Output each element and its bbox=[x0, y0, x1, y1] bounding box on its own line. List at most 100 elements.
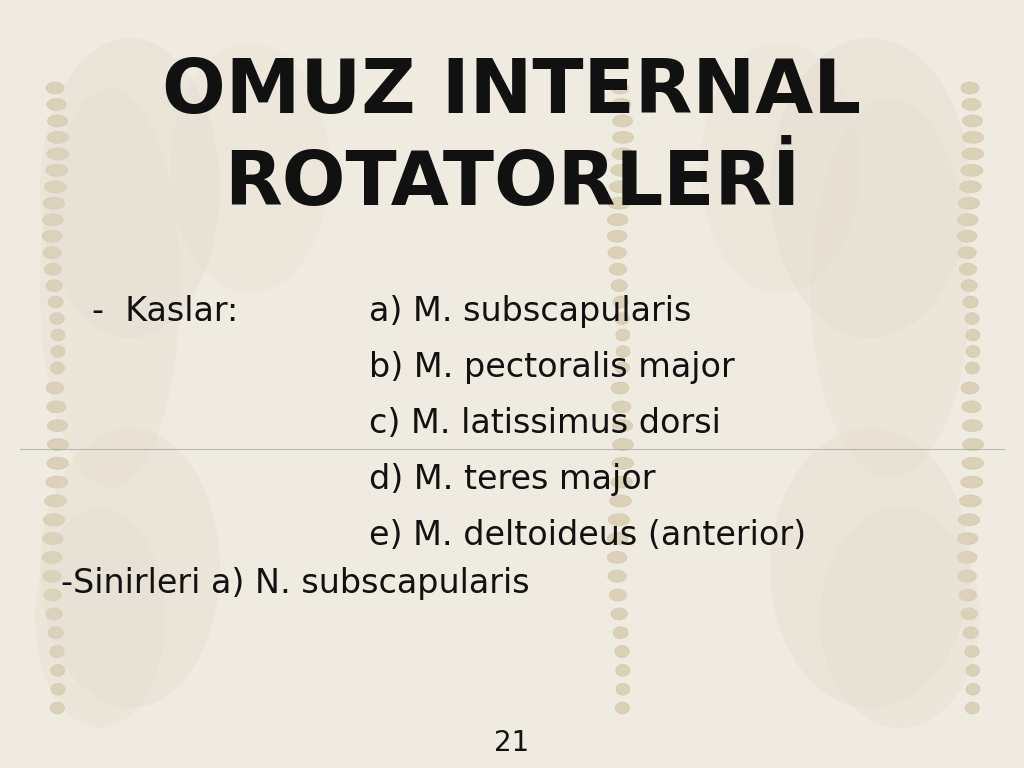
Ellipse shape bbox=[965, 646, 979, 657]
Ellipse shape bbox=[810, 98, 970, 478]
Ellipse shape bbox=[614, 646, 629, 657]
Ellipse shape bbox=[609, 263, 627, 275]
Ellipse shape bbox=[51, 664, 65, 677]
Ellipse shape bbox=[40, 428, 220, 708]
Ellipse shape bbox=[47, 148, 69, 160]
Ellipse shape bbox=[963, 131, 984, 144]
Ellipse shape bbox=[44, 263, 61, 275]
Ellipse shape bbox=[611, 280, 628, 292]
Text: 21: 21 bbox=[495, 729, 529, 757]
Ellipse shape bbox=[43, 514, 65, 526]
Ellipse shape bbox=[50, 313, 65, 325]
Ellipse shape bbox=[963, 296, 978, 308]
Ellipse shape bbox=[616, 684, 630, 695]
Ellipse shape bbox=[957, 214, 978, 226]
Text: d) M. teres major: d) M. teres major bbox=[369, 463, 655, 495]
Ellipse shape bbox=[51, 346, 65, 358]
Ellipse shape bbox=[959, 180, 981, 193]
Ellipse shape bbox=[43, 197, 65, 210]
Ellipse shape bbox=[40, 38, 220, 338]
Ellipse shape bbox=[770, 428, 970, 708]
Ellipse shape bbox=[42, 214, 63, 226]
Ellipse shape bbox=[611, 382, 629, 394]
Ellipse shape bbox=[958, 514, 980, 526]
Ellipse shape bbox=[962, 98, 981, 111]
Ellipse shape bbox=[607, 551, 627, 564]
Ellipse shape bbox=[966, 362, 980, 374]
Ellipse shape bbox=[47, 419, 68, 432]
Ellipse shape bbox=[42, 551, 61, 564]
Ellipse shape bbox=[42, 532, 63, 545]
Ellipse shape bbox=[957, 230, 977, 242]
Ellipse shape bbox=[612, 115, 633, 127]
Ellipse shape bbox=[957, 247, 977, 259]
Ellipse shape bbox=[966, 346, 980, 358]
Ellipse shape bbox=[44, 589, 61, 601]
Ellipse shape bbox=[612, 419, 633, 432]
Ellipse shape bbox=[609, 495, 632, 507]
Ellipse shape bbox=[961, 476, 983, 488]
Ellipse shape bbox=[51, 684, 65, 695]
Ellipse shape bbox=[46, 476, 68, 488]
Ellipse shape bbox=[35, 508, 165, 728]
Text: a) M. subscapularis: a) M. subscapularis bbox=[369, 295, 691, 327]
Ellipse shape bbox=[608, 570, 627, 582]
Ellipse shape bbox=[961, 82, 979, 94]
Ellipse shape bbox=[700, 43, 860, 293]
Ellipse shape bbox=[963, 627, 978, 639]
Ellipse shape bbox=[612, 131, 634, 144]
Ellipse shape bbox=[46, 280, 62, 292]
Ellipse shape bbox=[42, 230, 61, 242]
Ellipse shape bbox=[966, 329, 980, 341]
Ellipse shape bbox=[609, 180, 632, 193]
Ellipse shape bbox=[47, 131, 69, 144]
Ellipse shape bbox=[770, 38, 970, 338]
Text: OMUZ INTERNAL: OMUZ INTERNAL bbox=[163, 55, 861, 129]
Ellipse shape bbox=[46, 164, 68, 177]
Ellipse shape bbox=[962, 148, 984, 160]
Ellipse shape bbox=[48, 627, 63, 639]
Ellipse shape bbox=[966, 684, 980, 695]
Ellipse shape bbox=[609, 589, 627, 601]
Ellipse shape bbox=[47, 401, 66, 413]
Ellipse shape bbox=[966, 702, 980, 714]
Ellipse shape bbox=[963, 419, 983, 432]
Ellipse shape bbox=[608, 247, 627, 259]
Ellipse shape bbox=[51, 329, 65, 341]
Ellipse shape bbox=[961, 164, 983, 177]
Ellipse shape bbox=[612, 457, 634, 469]
Ellipse shape bbox=[46, 382, 63, 394]
Ellipse shape bbox=[40, 88, 180, 488]
Ellipse shape bbox=[607, 214, 628, 226]
Ellipse shape bbox=[48, 296, 63, 308]
Ellipse shape bbox=[820, 508, 980, 728]
Ellipse shape bbox=[957, 532, 978, 545]
Ellipse shape bbox=[50, 702, 65, 714]
Ellipse shape bbox=[963, 439, 984, 451]
Ellipse shape bbox=[962, 401, 981, 413]
Ellipse shape bbox=[962, 280, 977, 292]
Ellipse shape bbox=[615, 329, 630, 341]
Ellipse shape bbox=[611, 82, 629, 94]
Ellipse shape bbox=[43, 570, 61, 582]
Ellipse shape bbox=[957, 570, 977, 582]
Ellipse shape bbox=[608, 514, 630, 526]
Ellipse shape bbox=[47, 457, 69, 469]
Ellipse shape bbox=[612, 439, 634, 451]
Ellipse shape bbox=[959, 495, 981, 507]
Text: -  Kaslar:: - Kaslar: bbox=[92, 295, 239, 327]
Ellipse shape bbox=[612, 401, 631, 413]
Ellipse shape bbox=[963, 115, 983, 127]
Text: -Sinirleri a) N. subscapularis: -Sinirleri a) N. subscapularis bbox=[61, 568, 530, 600]
Ellipse shape bbox=[957, 551, 977, 564]
Ellipse shape bbox=[611, 608, 628, 620]
Ellipse shape bbox=[966, 664, 980, 677]
Ellipse shape bbox=[607, 532, 628, 545]
Ellipse shape bbox=[46, 82, 63, 94]
Ellipse shape bbox=[47, 115, 68, 127]
Ellipse shape bbox=[44, 180, 67, 193]
Text: ROTATORLERİ: ROTATORLERİ bbox=[224, 147, 800, 221]
Ellipse shape bbox=[613, 627, 629, 639]
Ellipse shape bbox=[614, 313, 629, 325]
Ellipse shape bbox=[612, 98, 631, 111]
